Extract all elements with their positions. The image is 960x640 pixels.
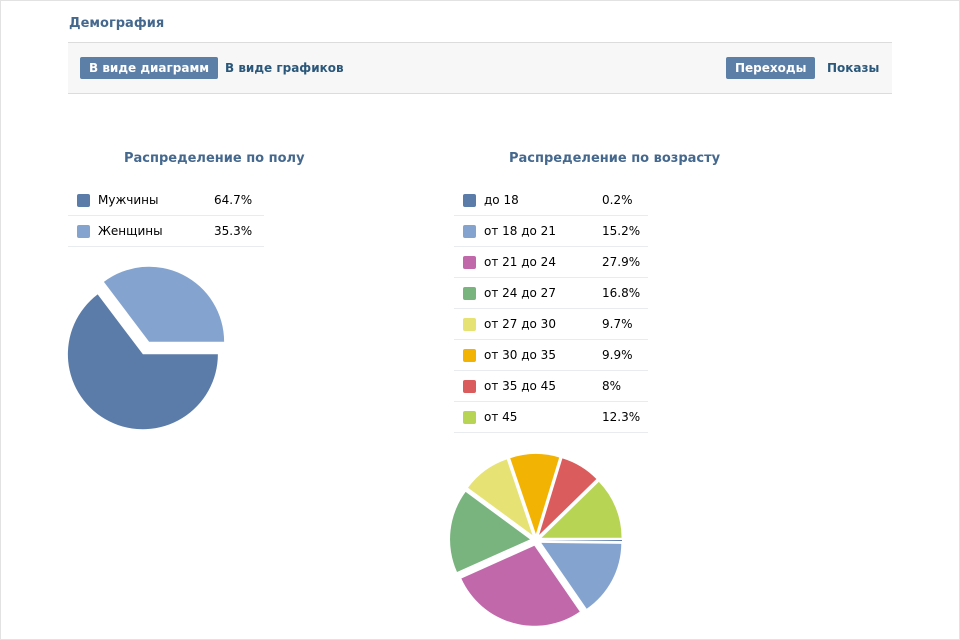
age-legend-swatch xyxy=(463,256,476,269)
age-legend-row: до 18 0.2% xyxy=(454,185,648,216)
gender-chart-title: Распределение по полу xyxy=(124,151,305,166)
age-legend-row: от 24 до 27 16.8% xyxy=(454,278,648,309)
gender-legend-label: Мужчины xyxy=(98,193,159,207)
age-legend-label: от 21 до 24 xyxy=(484,255,556,269)
age-legend-row: от 35 до 45 8% xyxy=(454,371,648,402)
age-legend-row: от 30 до 35 9.9% xyxy=(454,340,648,371)
gender-legend-swatch xyxy=(77,225,90,238)
gender-pie-slice xyxy=(103,266,225,342)
age-legend-swatch xyxy=(463,380,476,393)
age-legend-value: 15.2% xyxy=(602,224,641,238)
age-legend-row: от 21 до 24 27.9% xyxy=(454,247,648,278)
age-legend-value: 9.7% xyxy=(602,317,633,331)
age-pie-slice xyxy=(539,458,597,535)
age-legend-value: 27.9% xyxy=(602,255,641,269)
gender-legend: Мужчины 64.7% Женщины 35.3% xyxy=(68,185,264,247)
age-legend-swatch xyxy=(463,411,476,424)
age-pie-slice xyxy=(541,481,622,538)
age-legend: до 18 0.2% от 18 до 21 15.2% от 21 до 24 27.9… xyxy=(454,185,648,433)
gender-legend-label: Женщины xyxy=(98,224,163,238)
age-legend-label: от 45 xyxy=(484,410,518,424)
page-title: Демография xyxy=(69,16,165,31)
age-pie-slice xyxy=(468,459,533,536)
gender-legend-value: 64.7% xyxy=(214,193,253,207)
age-legend-label: от 24 до 27 xyxy=(484,286,556,300)
tab-impressions[interactable]: Показы xyxy=(827,61,880,75)
age-pie-slice xyxy=(541,542,622,609)
age-pie-slice xyxy=(450,491,531,573)
gender-legend-row: Женщины 35.3% xyxy=(68,216,264,247)
gender-legend-swatch xyxy=(77,194,90,207)
age-legend-value: 0.2% xyxy=(602,193,633,207)
age-pie-chart xyxy=(450,454,622,626)
age-pie-slice xyxy=(541,540,622,542)
tab-transitions[interactable]: Переходы xyxy=(726,57,816,79)
age-legend-row: от 18 до 21 15.2% xyxy=(454,216,648,247)
age-legend-label: от 18 до 21 xyxy=(484,224,556,238)
age-legend-swatch xyxy=(463,287,476,300)
age-legend-value: 9.9% xyxy=(602,348,633,362)
age-pie-slice xyxy=(461,545,580,626)
age-legend-label: от 27 до 30 xyxy=(484,317,556,331)
age-legend-label: от 35 до 45 xyxy=(484,379,556,393)
age-legend-value: 12.3% xyxy=(602,410,641,424)
age-legend-value: 8% xyxy=(602,379,622,393)
tab-pie-view[interactable]: В виде диаграмм xyxy=(80,57,219,79)
age-pie-slice xyxy=(510,454,560,535)
age-legend-label: до 18 xyxy=(484,193,519,207)
age-legend-swatch xyxy=(463,349,476,362)
tab-graph-view[interactable]: В виде графиков xyxy=(225,61,344,75)
age-legend-value: 16.8% xyxy=(602,286,641,300)
toolbar: В виде диаграмм В виде графиков Переходы… xyxy=(68,42,892,94)
age-legend-swatch xyxy=(463,194,476,207)
age-legend-swatch xyxy=(463,318,476,331)
gender-pie-slice xyxy=(67,294,218,430)
gender-legend-value: 35.3% xyxy=(214,224,253,238)
age-legend-label: от 30 до 35 xyxy=(484,348,556,362)
gender-legend-row: Мужчины 64.7% xyxy=(68,185,264,216)
age-legend-row: от 27 до 30 9.7% xyxy=(454,309,648,340)
gender-pie-chart xyxy=(67,266,225,430)
age-chart-title: Распределение по возрасту xyxy=(509,151,721,166)
age-legend-swatch xyxy=(463,225,476,238)
age-legend-row: от 45 12.3% xyxy=(454,402,648,433)
